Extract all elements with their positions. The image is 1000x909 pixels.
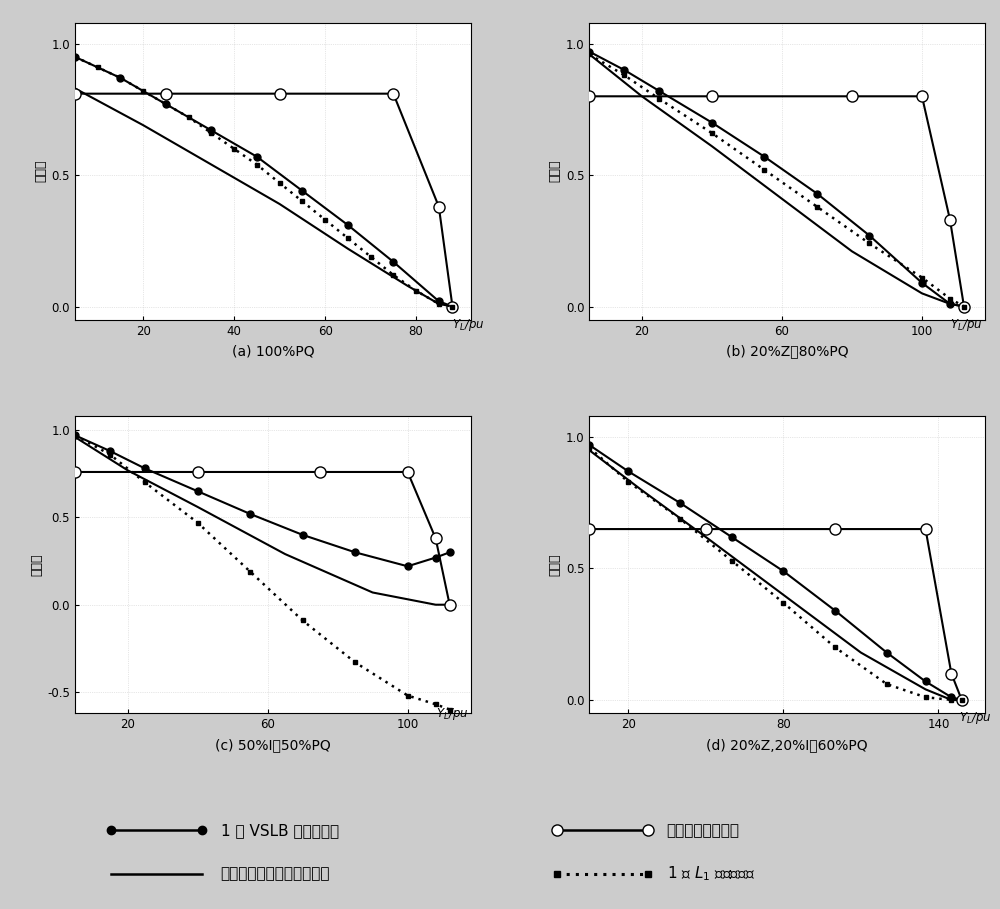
Text: 1 减 VSLB 指标轨迹；: 1 减 VSLB 指标轨迹； [221,823,339,838]
Text: $Y_L$/pu: $Y_L$/pu [950,317,982,333]
Y-axis label: 指标値: 指标値 [30,554,43,575]
Y-axis label: 指标値: 指标値 [549,554,562,575]
Y-axis label: 指标値: 指标値 [549,160,562,183]
Text: 1 减 $L_1$ 指标轨迹。: 1 减 $L_1$ 指标轨迹。 [667,864,754,884]
Text: 提出的电压稳定指标轨迹；: 提出的电压稳定指标轨迹； [221,866,330,882]
X-axis label: (d) 20%Z,20%I和60%PQ: (d) 20%Z,20%I和60%PQ [706,738,868,752]
Text: 最小特征值轨迹；: 最小特征值轨迹； [667,823,740,838]
Text: $Y_L$/pu: $Y_L$/pu [959,710,992,726]
X-axis label: (c) 50%I和50%PQ: (c) 50%I和50%PQ [215,738,331,752]
Text: $Y_L$/pu: $Y_L$/pu [452,317,485,333]
Y-axis label: 指标値: 指标値 [34,160,47,183]
Text: $Y_L$/pu: $Y_L$/pu [436,706,468,722]
X-axis label: (b) 20%Z和80%PQ: (b) 20%Z和80%PQ [726,345,848,358]
X-axis label: (a) 100%PQ: (a) 100%PQ [232,345,314,358]
